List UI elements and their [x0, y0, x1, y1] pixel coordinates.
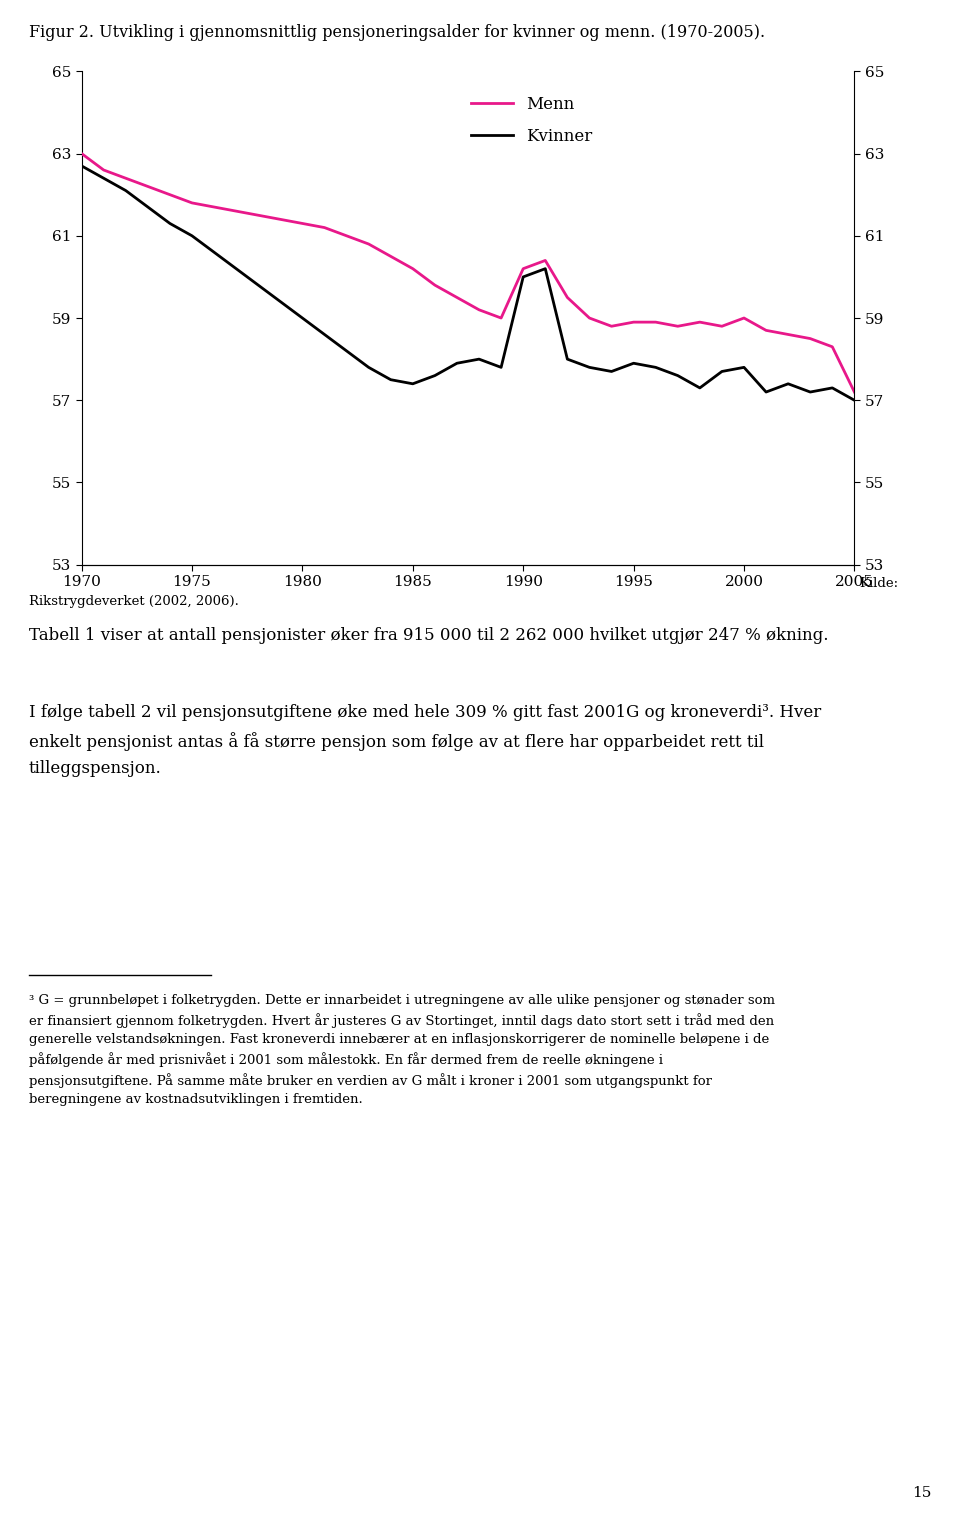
Text: Figur 2. Utvikling i gjennomsnittlig pensjoneringsalder for kvinner og menn. (19: Figur 2. Utvikling i gjennomsnittlig pen…: [29, 24, 765, 41]
Legend: Menn, Kvinner: Menn, Kvinner: [465, 90, 599, 152]
Text: ³ G = grunnbeløpet i folketrygden. Dette er innarbeidet i utregningene av alle u: ³ G = grunnbeløpet i folketrygden. Dette…: [29, 994, 775, 1105]
Text: Tabell 1 viser at antall pensjonister øker fra 915 000 til 2 262 000 hvilket utg: Tabell 1 viser at antall pensjonister øk…: [29, 627, 828, 644]
Text: Rikstrygdeverket (2002, 2006).: Rikstrygdeverket (2002, 2006).: [29, 595, 239, 609]
Text: I følge tabell 2 vil pensjonsutgiftene øke med hele 309 % gitt fast 2001G og kro: I følge tabell 2 vil pensjonsutgiftene ø…: [29, 704, 821, 777]
Text: 15: 15: [912, 1486, 931, 1500]
Text: Kilde:: Kilde:: [859, 577, 899, 591]
